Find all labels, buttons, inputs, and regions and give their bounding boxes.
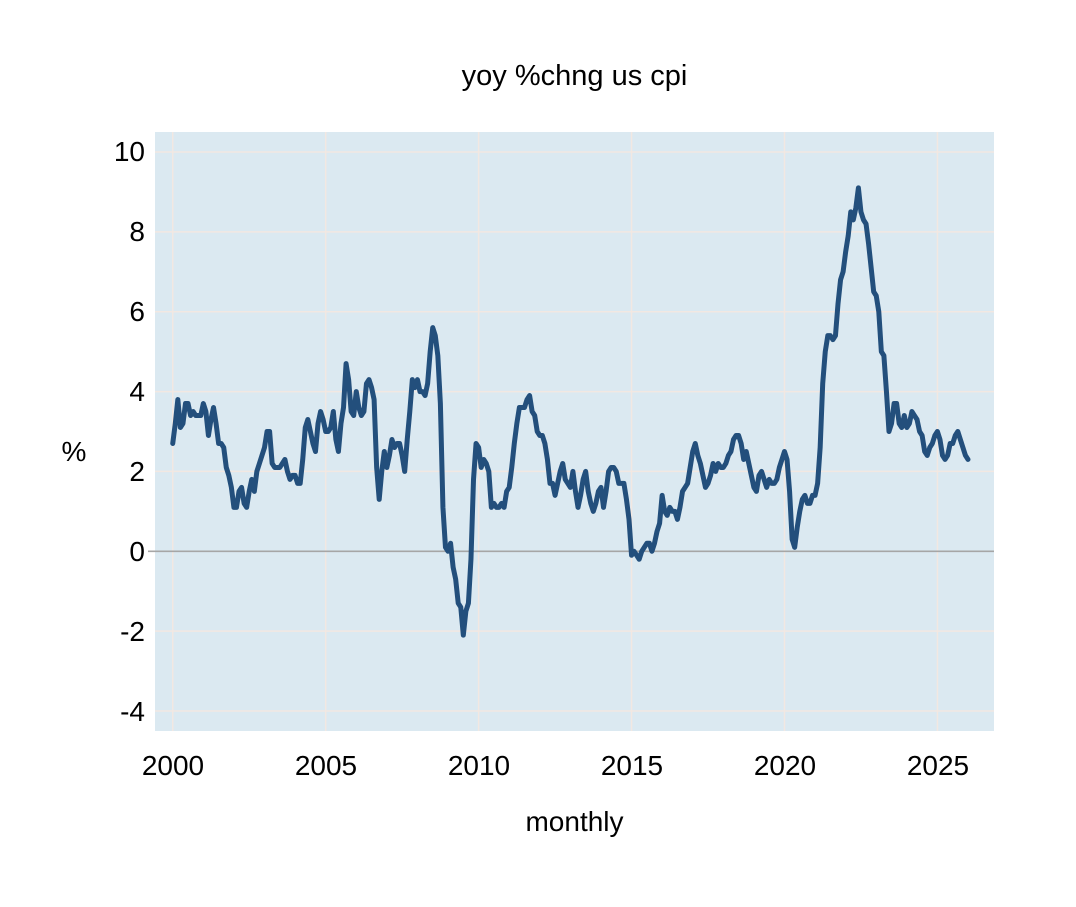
x-tick-label-2010: 2010 (447, 750, 511, 781)
chart-title: yoy %chng us cpi (461, 60, 688, 92)
x-tick-label-2015: 2015 (600, 750, 664, 781)
y-tick-label-neg2: -2 (120, 616, 145, 647)
y-tick-label-2: 2 (129, 456, 145, 487)
plot-background (155, 132, 994, 731)
x-axis-label: monthly (525, 806, 624, 837)
x-tick-label-2025: 2025 (906, 750, 970, 781)
y-tick-label-6: 6 (129, 296, 145, 327)
y-tick-label-neg4: -4 (120, 696, 145, 727)
cpi-line-series (170, 185, 971, 638)
x-tick-label-2005: 2005 (294, 750, 358, 781)
y-tick-label-10: 10 (113, 136, 145, 167)
y-tick-label-8: 8 (129, 216, 145, 247)
x-tick-label-2020: 2020 (753, 750, 817, 781)
y-axis-label: % (61, 436, 87, 467)
y-tick-label-4: 4 (129, 376, 145, 407)
x-tick-label-2000: 2000 (141, 750, 205, 781)
y-tick-label-0: 0 (129, 536, 145, 567)
